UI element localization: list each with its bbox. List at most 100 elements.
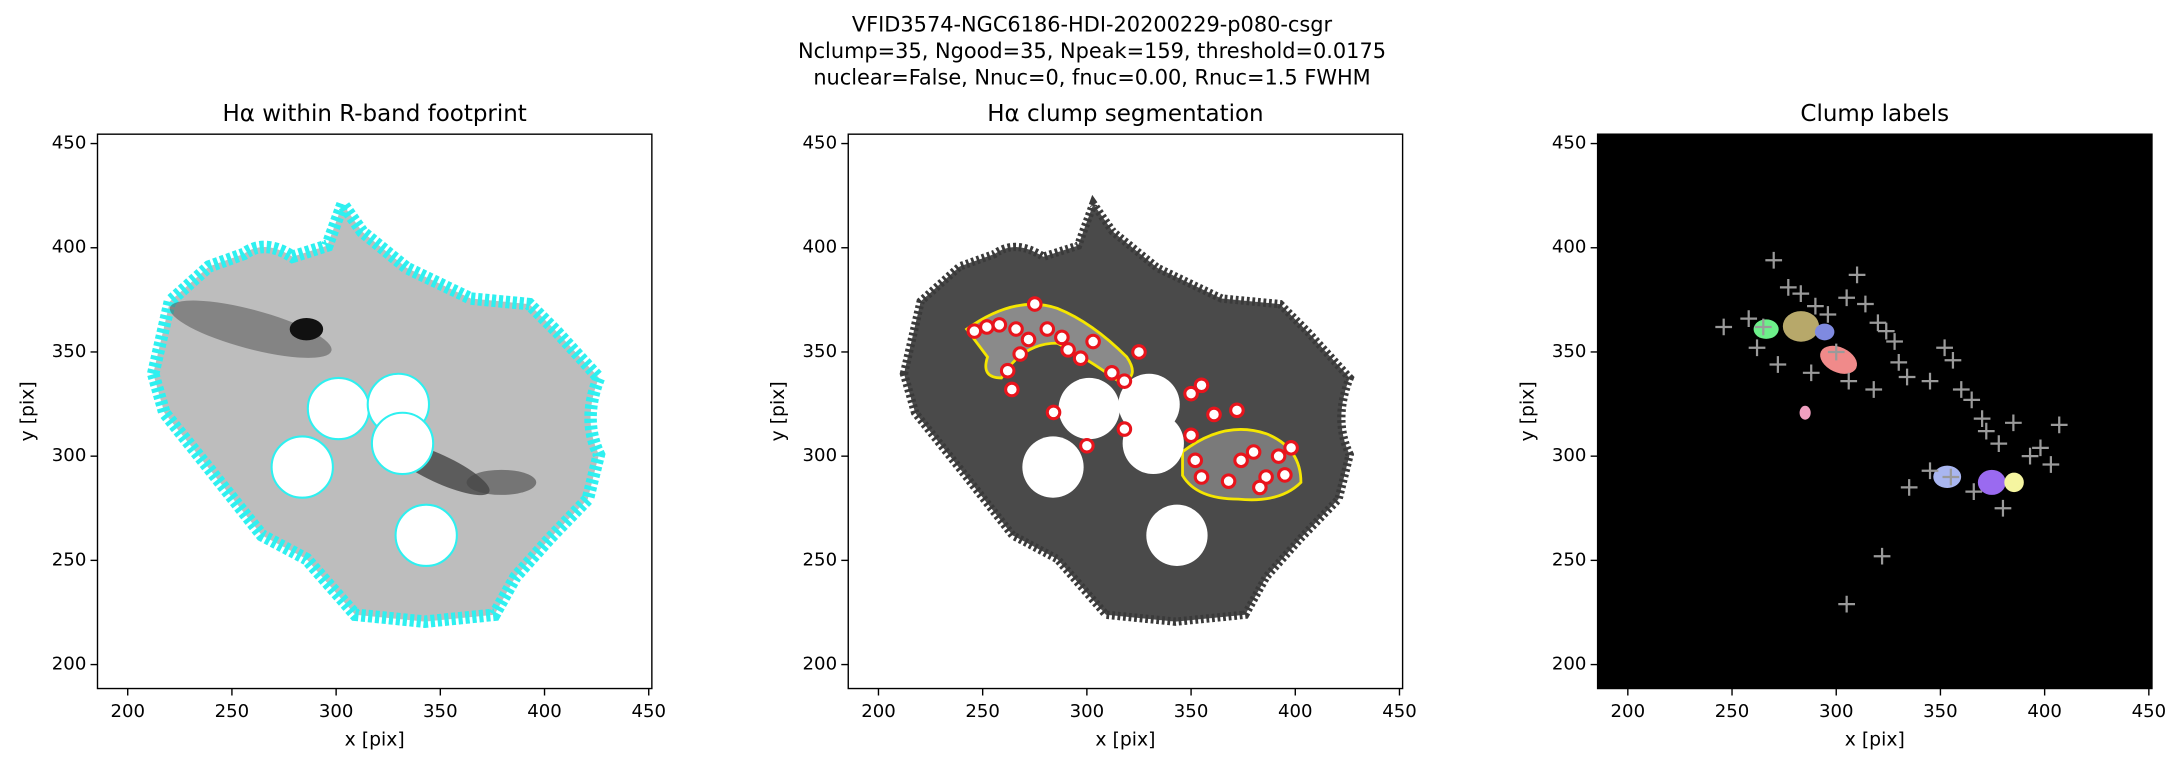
x-axis-label: x [pix] <box>345 730 405 751</box>
clump-marker <box>979 319 995 335</box>
x-tick-label: 300 <box>1070 701 1105 722</box>
x-tick-label: 400 <box>1278 701 1313 722</box>
y-tick-label: 450 <box>52 133 87 154</box>
y-tick-label: 350 <box>803 341 838 362</box>
y-tick-label: 300 <box>803 445 838 466</box>
y-tick-label: 250 <box>1552 549 1587 570</box>
y-tick-label: 350 <box>1552 341 1587 362</box>
x-tick-label: 300 <box>1819 701 1854 722</box>
peak-marker <box>1748 339 1766 357</box>
peak-marker <box>1802 364 1820 382</box>
clump-marker <box>1104 365 1120 381</box>
clump-marker <box>1004 381 1020 398</box>
peak-marker <box>1769 356 1787 373</box>
halpha-image <box>153 204 599 622</box>
y-tick-label: 250 <box>803 549 838 570</box>
clump-marker <box>1229 402 1245 419</box>
clump-marker <box>1072 350 1089 367</box>
peak-marker <box>1819 306 1837 323</box>
peak-marker <box>1936 339 1953 357</box>
peak-marker <box>1873 547 1891 565</box>
clump-marker <box>1116 373 1133 389</box>
clump-marker <box>1054 329 1070 346</box>
clump-marker <box>1039 321 1056 337</box>
peak-marker <box>1792 285 1810 302</box>
peak-marker <box>1740 310 1758 327</box>
clump-marker <box>1233 452 1249 469</box>
peak-marker <box>1886 333 1903 350</box>
x-axis-label: x [pix] <box>1845 730 1905 751</box>
peak-marker <box>1921 372 1939 390</box>
peak-marker <box>1900 479 1918 496</box>
peak-marker <box>1765 251 1783 269</box>
clump-marker <box>1085 333 1101 350</box>
x-axis-label: x [pix] <box>1095 730 1155 751</box>
x-tick-label: 400 <box>2027 701 2062 722</box>
clump-marker <box>1045 404 1062 421</box>
peak-marker <box>1994 499 2012 517</box>
label-image <box>1753 311 2024 495</box>
x-tick-label: 450 <box>2132 701 2167 722</box>
clump-marker <box>1020 331 1037 348</box>
clump-marker <box>1206 406 1222 423</box>
y-axis-label: y [pix] <box>768 381 789 441</box>
x-tick-label: 350 <box>423 701 458 722</box>
panel-title: Hα clump segmentation <box>987 101 1263 127</box>
x-tick-label: 250 <box>965 701 1000 722</box>
y-tick-label: 400 <box>1552 237 1587 258</box>
plot-background <box>1597 134 2152 689</box>
peak-marker <box>1779 278 1797 296</box>
peak-marker <box>1840 372 1858 390</box>
x-tick-label: 300 <box>319 701 354 722</box>
x-tick-label: 200 <box>110 701 145 722</box>
peak-marker <box>1857 295 1874 313</box>
peak-marker <box>1848 266 1866 284</box>
peak-marker <box>1877 322 1895 340</box>
clump-marker <box>1131 344 1147 360</box>
clump-marker <box>1245 444 1262 460</box>
axes-frame <box>96 133 653 690</box>
y-tick-label: 450 <box>1552 133 1587 154</box>
y-tick-label: 200 <box>803 654 838 675</box>
peak-marker <box>1869 314 1887 332</box>
x-tick-label: 400 <box>527 701 562 722</box>
peak-marker <box>1865 381 1883 398</box>
peak-marker <box>2032 439 2049 457</box>
axes-frame <box>1596 133 2153 690</box>
clump-marker <box>1187 452 1204 469</box>
clump-marker <box>1183 385 1199 402</box>
y-tick-label: 300 <box>1552 445 1587 466</box>
clump-marker <box>1270 448 1287 464</box>
y-tick-label: 400 <box>803 237 838 258</box>
peak-marker <box>1890 354 1908 371</box>
clump-marker <box>1283 440 1299 456</box>
y-tick-label: 450 <box>803 133 838 154</box>
y-axis-label: y [pix] <box>1517 381 1538 441</box>
x-tick-label: 450 <box>1382 701 1417 722</box>
clump-marker <box>1193 377 1210 394</box>
peak-marker <box>2042 456 2060 473</box>
axes-frame <box>847 133 1404 690</box>
x-tick-label: 350 <box>1174 701 1209 722</box>
x-tick-label: 200 <box>861 701 896 722</box>
peak-marker <box>1990 435 2008 453</box>
clump-marker <box>1252 479 1268 496</box>
peak-marker <box>1827 343 1845 361</box>
x-tick-label: 450 <box>631 701 666 722</box>
peak-marker <box>1921 462 1939 480</box>
x-tick-label: 350 <box>1923 701 1958 722</box>
clump-marker <box>1008 321 1024 337</box>
peak-marker <box>1963 391 1981 409</box>
peak-marker <box>1952 381 1970 398</box>
x-tick-label: 200 <box>1611 701 1646 722</box>
peak-marker <box>1754 318 1772 336</box>
peak-marker <box>1838 595 1856 613</box>
peak-marker <box>1807 297 1824 315</box>
panel-title: Clump labels <box>1800 101 1949 127</box>
clump-marker <box>1193 469 1210 485</box>
clump-marker <box>991 317 1008 333</box>
peak-marker <box>1838 289 1856 307</box>
x-tick-label: 250 <box>1715 701 1750 722</box>
y-tick-label: 250 <box>52 549 87 570</box>
